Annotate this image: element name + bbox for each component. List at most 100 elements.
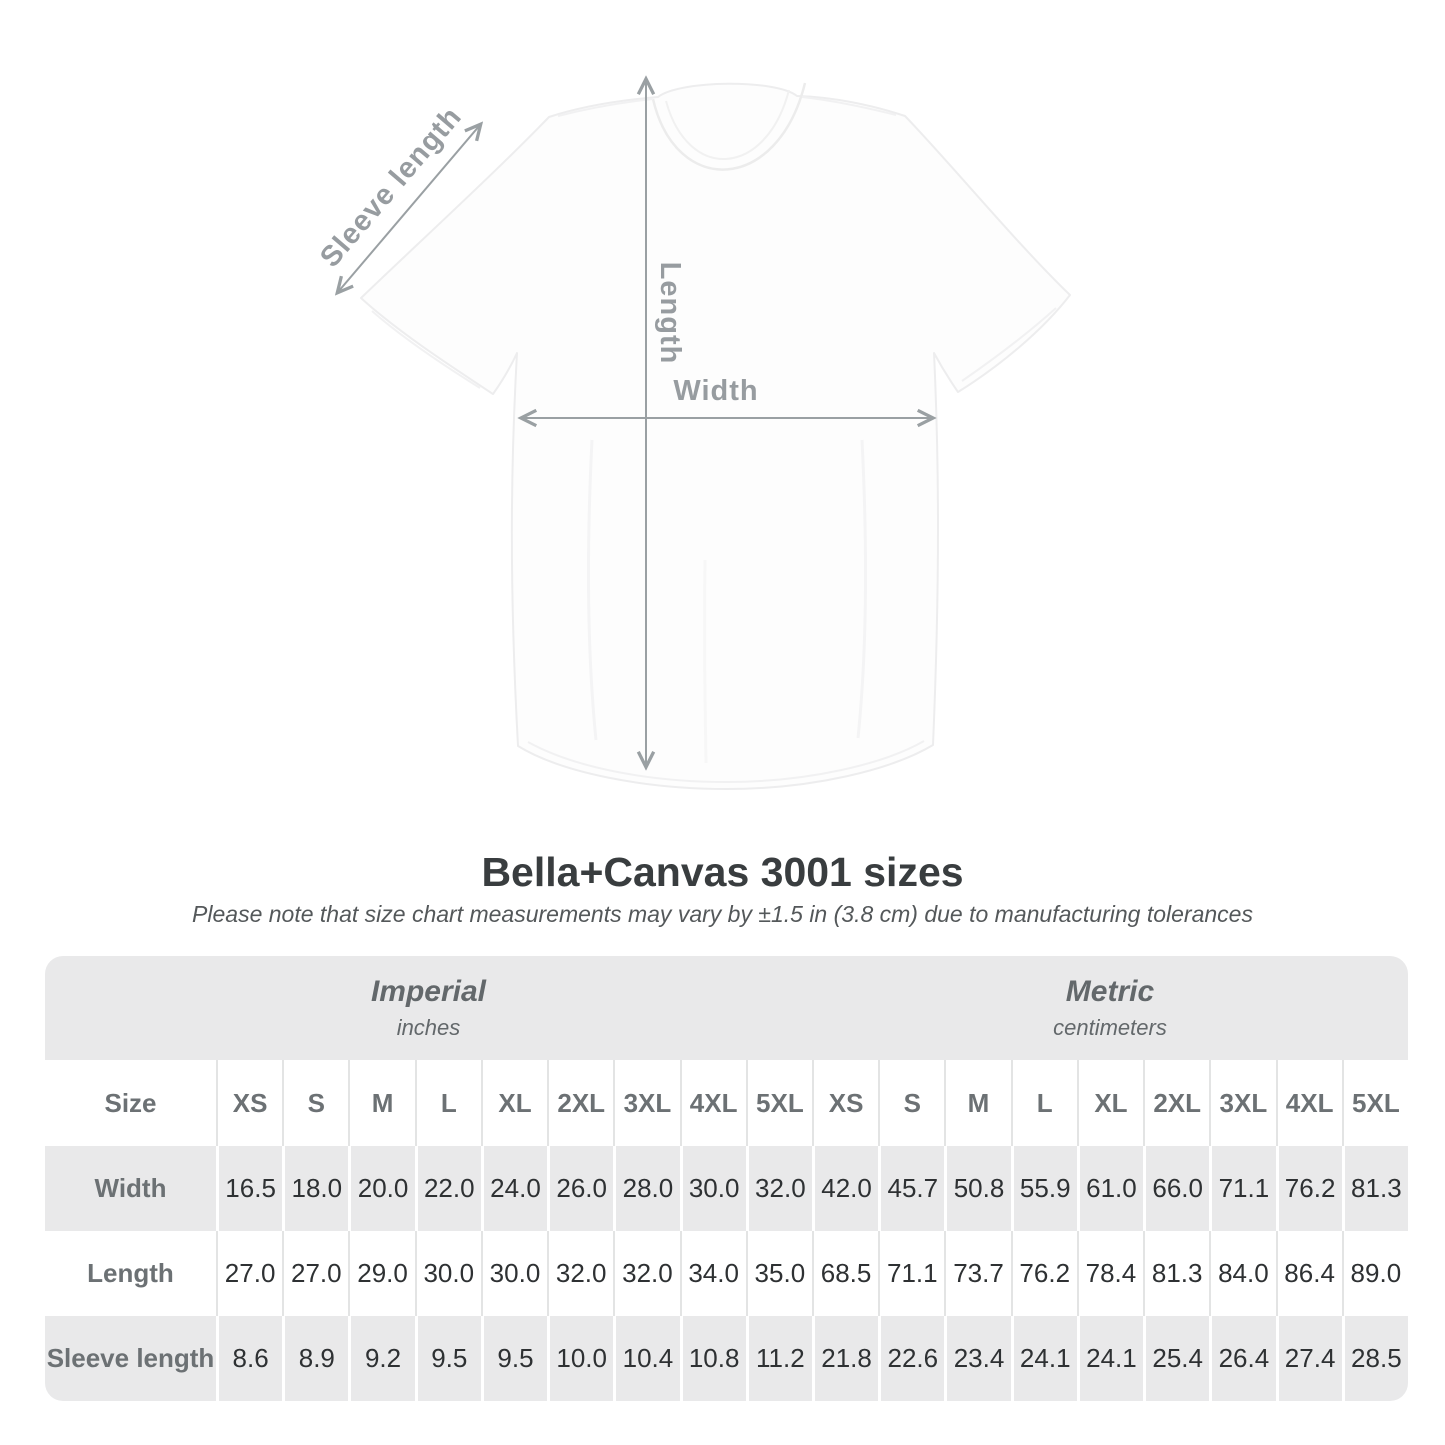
- column-header-imperial-4xl: 4XL: [679, 1060, 746, 1146]
- collar-outer: [651, 82, 807, 171]
- column-header-imperial-2xl: 2XL: [547, 1060, 614, 1146]
- imperial-group-header: Imperial inches: [45, 956, 812, 1060]
- size-cell: 30.0: [414, 1231, 481, 1316]
- column-header-metric-3xl: 3XL: [1209, 1060, 1276, 1146]
- column-header-metric-4xl: 4XL: [1275, 1060, 1342, 1146]
- size-cell: 26.4: [1209, 1316, 1276, 1401]
- size-cell: 86.4: [1275, 1231, 1342, 1316]
- size-cell: 27.0: [282, 1231, 349, 1316]
- table-row-length: Length 27.0 27.0 29.0 30.0 30.0 32.0 32.…: [45, 1231, 1408, 1316]
- sleeve-length-arrow: [338, 125, 480, 292]
- size-cell: 27.0: [216, 1231, 283, 1316]
- size-cell: 55.9: [1010, 1146, 1077, 1231]
- column-header-metric-xs: XS: [811, 1060, 879, 1146]
- size-cell: 84.0: [1209, 1231, 1276, 1316]
- size-cell: 8.9: [282, 1316, 349, 1401]
- column-header-imperial-3xl: 3XL: [613, 1060, 680, 1146]
- size-cell: 28.0: [613, 1146, 680, 1231]
- unit-group-header-row: Imperial inches Metric centimeters: [45, 956, 1408, 1060]
- tshirt-shape: [360, 82, 1071, 790]
- size-cell: 8.6: [216, 1316, 283, 1401]
- size-cell: 24.1: [1076, 1316, 1144, 1401]
- size-cell: 45.7: [878, 1146, 945, 1231]
- size-cell: 76.2: [1010, 1231, 1077, 1316]
- page-title: Bella+Canvas 3001 sizes: [481, 849, 964, 895]
- table-row-sleeve-length: Sleeve length 8.6 8.9 9.2 9.5 9.5 10.0 1…: [45, 1316, 1408, 1401]
- size-cell: 78.4: [1076, 1231, 1144, 1316]
- size-cell: 29.0: [348, 1231, 415, 1316]
- size-cell: 34.0: [679, 1231, 746, 1316]
- column-header-metric-l: L: [1010, 1060, 1077, 1146]
- tolerance-note: Please note that size chart measurements…: [192, 901, 1253, 927]
- metric-group-header: Metric centimeters: [811, 956, 1408, 1060]
- row-label-length: Length: [45, 1231, 216, 1316]
- size-cell: 71.1: [878, 1231, 945, 1316]
- row-label-sleeve-length: Sleeve length: [45, 1316, 216, 1401]
- size-cell: 30.0: [480, 1231, 548, 1316]
- size-cell: 23.4: [944, 1316, 1011, 1401]
- size-cell: 18.0: [282, 1146, 349, 1231]
- imperial-group-label: Imperial: [370, 975, 487, 1008]
- size-cell: 71.1: [1209, 1146, 1276, 1231]
- size-cell: 11.2: [745, 1316, 812, 1401]
- size-cell: 9.5: [414, 1316, 481, 1401]
- collar-inner: [665, 89, 790, 160]
- column-header-imperial-5xl: 5XL: [745, 1060, 812, 1146]
- size-cell: 26.0: [547, 1146, 614, 1231]
- size-cell: 22.0: [414, 1146, 481, 1231]
- size-cell: 73.7: [944, 1231, 1011, 1316]
- size-header-cell: Size: [45, 1060, 216, 1146]
- column-header-imperial-l: L: [414, 1060, 481, 1146]
- size-cell: 20.0: [348, 1146, 415, 1231]
- size-cell: 61.0: [1076, 1146, 1144, 1231]
- size-cell: 22.6: [878, 1316, 945, 1401]
- tshirt-measurement-diagram: Sleeve length Length Width: [314, 0, 1071, 790]
- size-cell: 66.0: [1143, 1146, 1210, 1231]
- column-header-imperial-m: M: [348, 1060, 415, 1146]
- column-header-metric-xl: XL: [1076, 1060, 1144, 1146]
- size-cell: 35.0: [745, 1231, 812, 1316]
- size-cell: 68.5: [811, 1231, 879, 1316]
- column-header-metric-2xl: 2XL: [1143, 1060, 1210, 1146]
- size-cell: 16.5: [216, 1146, 283, 1231]
- size-cell: 30.0: [679, 1146, 746, 1231]
- tshirt-illustration: Sleeve length Length Width: [314, 0, 1071, 790]
- size-cell: 27.4: [1275, 1316, 1342, 1401]
- size-cell: 9.2: [348, 1316, 415, 1401]
- column-header-imperial-xs: XS: [216, 1060, 283, 1146]
- size-cell: 50.8: [944, 1146, 1011, 1231]
- size-cell: 24.0: [480, 1146, 548, 1231]
- size-cell: 32.0: [613, 1231, 680, 1316]
- size-cell: 76.2: [1275, 1146, 1342, 1231]
- size-cell: 89.0: [1341, 1231, 1408, 1316]
- imperial-group-unit: inches: [396, 1015, 461, 1040]
- column-header-imperial-xl: XL: [480, 1060, 548, 1146]
- size-cell: 24.1: [1010, 1316, 1077, 1401]
- size-cell: 81.3: [1143, 1231, 1210, 1316]
- size-cell: 81.3: [1341, 1146, 1408, 1231]
- width-label: Width: [673, 375, 758, 407]
- size-chart-table: Imperial inches Metric centimeters Size …: [45, 956, 1408, 1401]
- size-cell: 25.4: [1143, 1316, 1210, 1401]
- metric-group-label: Metric: [1065, 975, 1155, 1008]
- column-header-metric-s: S: [878, 1060, 945, 1146]
- metric-group-unit: centimeters: [1053, 1015, 1167, 1040]
- column-header-imperial-s: S: [282, 1060, 349, 1146]
- length-label: Length: [654, 262, 686, 365]
- table-row-width: Width 16.5 18.0 20.0 22.0 24.0 26.0 28.0…: [45, 1146, 1408, 1231]
- measurement-arrows: [338, 80, 932, 766]
- column-header-metric-5xl: 5XL: [1341, 1060, 1408, 1146]
- size-cell: 32.0: [547, 1231, 614, 1316]
- size-header-row: Size XS S M L XL 2XL 3XL 4XL 5XL XS S M …: [45, 1060, 1408, 1146]
- size-cell: 10.0: [547, 1316, 614, 1401]
- size-cell: 28.5: [1341, 1316, 1408, 1401]
- size-cell: 42.0: [811, 1146, 879, 1231]
- size-cell: 10.8: [679, 1316, 746, 1401]
- column-header-metric-m: M: [944, 1060, 1011, 1146]
- size-cell: 9.5: [480, 1316, 548, 1401]
- row-label-width: Width: [45, 1146, 216, 1231]
- size-cell: 21.8: [811, 1316, 879, 1401]
- size-cell: 10.4: [613, 1316, 680, 1401]
- size-cell: 32.0: [745, 1146, 812, 1231]
